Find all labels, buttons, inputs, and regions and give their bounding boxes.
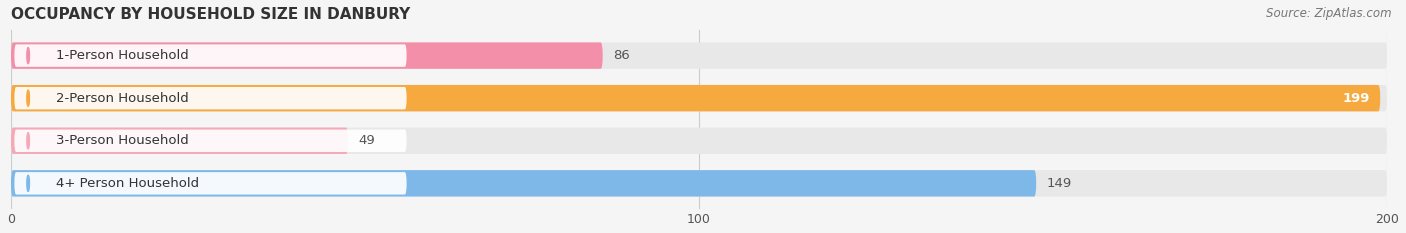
Circle shape — [27, 175, 30, 192]
Text: 3-Person Household: 3-Person Household — [56, 134, 188, 147]
Text: 86: 86 — [613, 49, 630, 62]
FancyBboxPatch shape — [11, 170, 1036, 197]
Text: 1-Person Household: 1-Person Household — [56, 49, 188, 62]
Text: Source: ZipAtlas.com: Source: ZipAtlas.com — [1267, 7, 1392, 20]
FancyBboxPatch shape — [11, 170, 1388, 197]
FancyBboxPatch shape — [14, 87, 406, 110]
FancyBboxPatch shape — [11, 85, 1388, 111]
Circle shape — [27, 48, 30, 64]
FancyBboxPatch shape — [14, 172, 406, 195]
FancyBboxPatch shape — [11, 85, 1381, 111]
Text: 199: 199 — [1343, 92, 1369, 105]
Text: OCCUPANCY BY HOUSEHOLD SIZE IN DANBURY: OCCUPANCY BY HOUSEHOLD SIZE IN DANBURY — [11, 7, 411, 22]
FancyBboxPatch shape — [11, 127, 1388, 154]
Text: 149: 149 — [1046, 177, 1071, 190]
FancyBboxPatch shape — [11, 127, 349, 154]
FancyBboxPatch shape — [11, 42, 1388, 69]
FancyBboxPatch shape — [14, 44, 406, 67]
Text: 2-Person Household: 2-Person Household — [56, 92, 188, 105]
Text: 49: 49 — [359, 134, 375, 147]
FancyBboxPatch shape — [14, 130, 406, 152]
Circle shape — [27, 133, 30, 149]
FancyBboxPatch shape — [11, 42, 603, 69]
Circle shape — [27, 90, 30, 106]
Text: 4+ Person Household: 4+ Person Household — [56, 177, 198, 190]
